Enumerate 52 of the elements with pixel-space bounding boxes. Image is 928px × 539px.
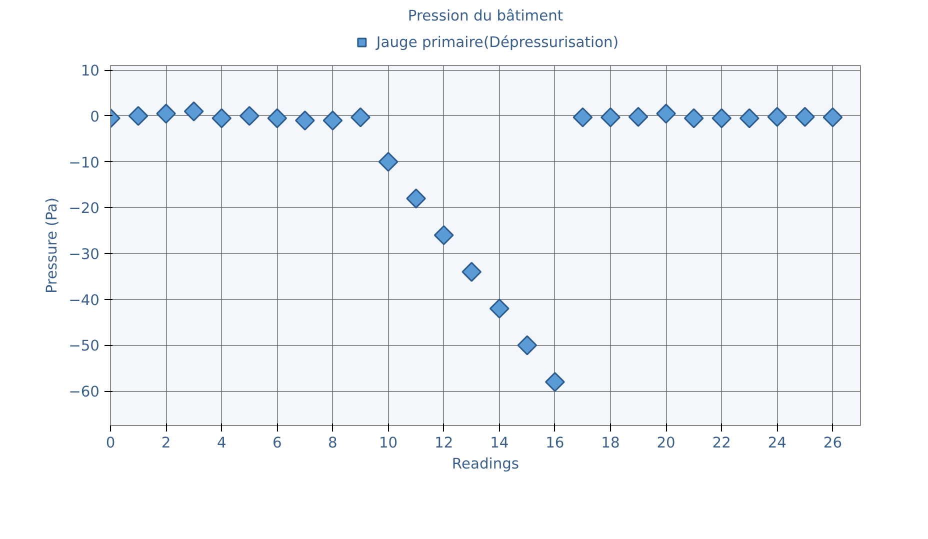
point bbox=[128, 106, 148, 126]
point bbox=[600, 107, 620, 128]
point bbox=[156, 104, 176, 124]
y-tick-label: 10 bbox=[80, 62, 100, 80]
y-axis-title: Pressure (Pa) bbox=[44, 198, 61, 294]
point bbox=[795, 106, 815, 127]
x-tick-label: 18 bbox=[601, 434, 620, 452]
legend-label: Jauge primaire(Dépressurisation) bbox=[376, 34, 619, 50]
x-axis-title: Readings bbox=[452, 456, 520, 472]
point bbox=[684, 108, 704, 128]
x-tick-label: 24 bbox=[768, 434, 786, 452]
x-tick-label: 22 bbox=[712, 434, 731, 452]
point bbox=[462, 262, 482, 282]
x-tick-label: 0 bbox=[106, 434, 116, 452]
x-tick-label: 14 bbox=[490, 434, 509, 452]
x-tick-label: 8 bbox=[328, 434, 338, 452]
point bbox=[712, 108, 732, 128]
point bbox=[378, 152, 398, 172]
point bbox=[656, 104, 676, 124]
x-tick-label: 2 bbox=[161, 434, 171, 452]
y-tick-label: −30 bbox=[68, 246, 100, 264]
point bbox=[322, 110, 343, 130]
y-tick-label: −60 bbox=[68, 384, 100, 401]
point bbox=[572, 107, 593, 128]
point bbox=[767, 106, 788, 127]
point bbox=[822, 107, 843, 128]
y-tick-label: −50 bbox=[68, 338, 100, 355]
point bbox=[628, 106, 648, 127]
y-tick-label: −40 bbox=[68, 292, 100, 309]
x-tick-label: 26 bbox=[823, 434, 842, 452]
y-tick-label: 0 bbox=[90, 108, 100, 126]
y-tick-label: −20 bbox=[68, 200, 100, 218]
point bbox=[350, 107, 370, 128]
point bbox=[545, 372, 565, 392]
x-tick-label: 12 bbox=[434, 434, 454, 452]
point bbox=[739, 108, 760, 128]
y-tick-label: −10 bbox=[68, 154, 100, 172]
chart-title: Pression du bâtiment bbox=[408, 8, 564, 24]
point bbox=[489, 298, 510, 318]
point bbox=[406, 188, 426, 208]
x-tick-label: 20 bbox=[656, 434, 676, 452]
x-tick-label: 10 bbox=[378, 434, 398, 452]
point bbox=[295, 110, 315, 130]
point bbox=[434, 225, 454, 246]
x-tick-label: 6 bbox=[272, 434, 282, 452]
point bbox=[184, 101, 204, 122]
x-tick-label: 4 bbox=[216, 434, 226, 452]
point bbox=[517, 335, 538, 356]
point bbox=[212, 108, 232, 128]
x-tick-label: 16 bbox=[546, 434, 564, 452]
point bbox=[239, 106, 260, 126]
point bbox=[267, 108, 288, 128]
